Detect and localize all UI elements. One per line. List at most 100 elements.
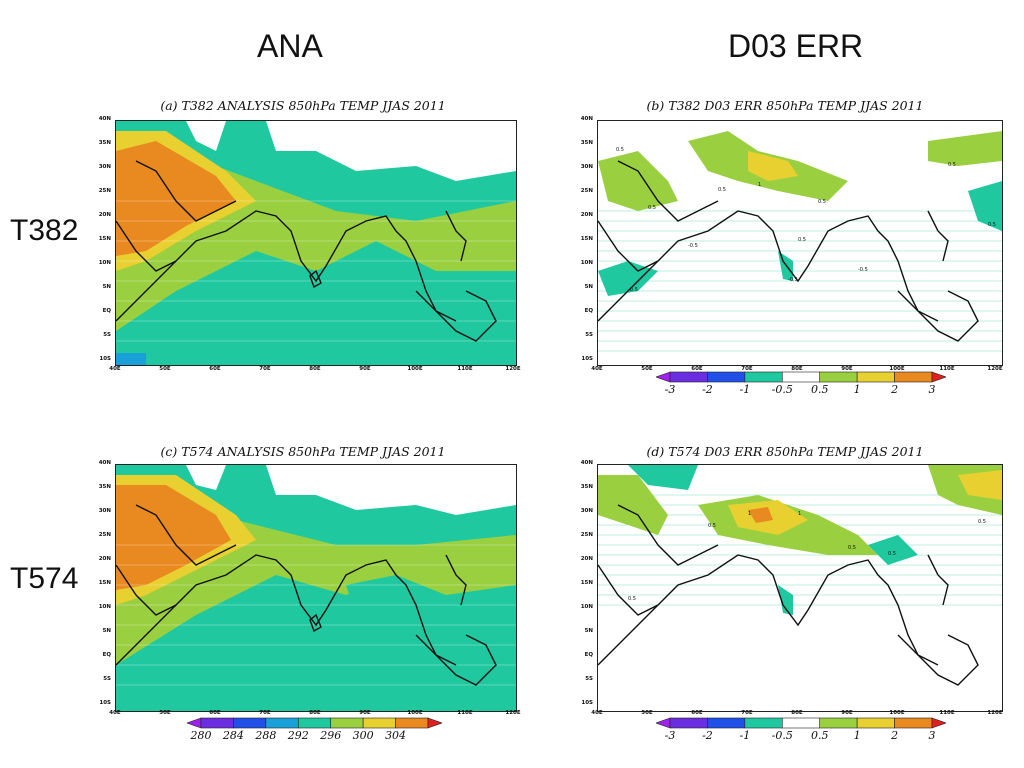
colorbar-segment	[265, 717, 299, 729]
xtick-label: 70E	[741, 710, 753, 716]
ytick-label: 25N	[580, 188, 593, 194]
contour-label: 0.5	[988, 222, 996, 228]
colorbar-arrow-low	[656, 371, 671, 383]
contour-label: 0.5	[648, 205, 656, 211]
colorbar-label: 2	[891, 383, 899, 396]
ytick-label: 10S	[581, 356, 593, 362]
colorbar-label: 1	[853, 383, 861, 396]
ytick-label: 25N	[580, 532, 593, 538]
xtick-label: 110E	[457, 710, 473, 716]
xtick-label: 100E	[407, 710, 423, 716]
xtick-label: 60E	[691, 710, 703, 716]
ytick-label: 5N	[102, 628, 111, 634]
xtick-label: 40E	[591, 710, 603, 716]
map-c	[115, 464, 517, 712]
colorbar-label: -3	[664, 383, 676, 396]
colorbar-segment	[744, 717, 783, 729]
colorbar-label: 0.5	[810, 383, 829, 396]
xtick-label: 70E	[259, 366, 271, 372]
ytick-label: 30N	[98, 508, 111, 514]
contour-label: 0.5	[616, 147, 624, 153]
ytick-label: EQ	[102, 652, 111, 658]
ytick-label: 40N	[98, 460, 111, 466]
ytick-label: 35N	[580, 140, 593, 146]
colorbar-segment	[819, 717, 858, 729]
xtick-label: 90E	[359, 366, 371, 372]
ytick-label: 10S	[581, 700, 593, 706]
colorbar-label: -0.5	[771, 383, 793, 396]
xtick-label: 110E	[939, 710, 955, 716]
xtick-label: 110E	[939, 366, 955, 372]
map-b-field: 0.5 0.5 0.5 1 0.5 -0.5 -0.5 -0.5 0.5 0.5 -0.5 0.5	[598, 121, 1002, 365]
contour-label: 0.5	[888, 551, 896, 557]
map-a	[115, 120, 517, 366]
xtick-label: 110E	[457, 366, 473, 372]
row-header-t382: T382	[10, 214, 79, 247]
xtick-label: 100E	[407, 366, 423, 372]
contour-label: 0.5	[818, 199, 826, 205]
xtick-label: 100E	[889, 366, 905, 372]
ytick-label: 40N	[580, 116, 593, 122]
colorbar-label: -1	[739, 383, 751, 396]
contour-label: 0.5	[948, 162, 956, 168]
colorbar-segment	[744, 371, 783, 383]
xtick-label: 70E	[259, 710, 271, 716]
ytick-label: EQ	[584, 652, 593, 658]
panel-c: (c) T574 ANALYSIS 850hPa TEMP JJAS 2011	[93, 444, 521, 744]
ytick-label: 15N	[580, 580, 593, 586]
colorbar-arrow-low	[656, 717, 671, 729]
ytick-label: 10N	[580, 260, 593, 266]
colorbar-segment	[856, 371, 895, 383]
contour-label: 0.5	[708, 523, 716, 529]
column-header-ana: ANA	[257, 28, 323, 64]
colorbar-segment	[669, 371, 708, 383]
colorbar-segment	[819, 371, 858, 383]
xtick-label: 80E	[791, 366, 803, 372]
colorbar-label: -2	[702, 729, 713, 742]
xtick-label: 80E	[791, 710, 803, 716]
colorbar-label: 300	[352, 729, 374, 742]
colorbar-label: -2	[702, 383, 713, 396]
ytick-label: 5N	[584, 284, 593, 290]
ytick-label: 40N	[98, 116, 111, 122]
panel-d: (d) T574 D03 ERR 850hPa TEMP JJAS 2011	[575, 444, 1003, 744]
contour-label: 0.5	[848, 545, 856, 551]
contour-label: -0.5	[788, 277, 798, 283]
ytick-label: 30N	[580, 164, 593, 170]
xtick-label: 120E	[505, 710, 521, 716]
colorbar-label: 284	[222, 729, 244, 742]
xtick-label: 40E	[109, 366, 121, 372]
colorbar-label: 292	[287, 729, 309, 742]
xtick-label: 90E	[359, 710, 371, 716]
ytick-label: 10S	[99, 700, 111, 706]
xtick-label: 90E	[841, 710, 853, 716]
colorbar-label: 280	[190, 729, 212, 742]
map-c-field	[116, 465, 516, 711]
colorbar-segment	[707, 717, 746, 729]
contour-label: 1	[748, 511, 751, 517]
xtick-label: 100E	[889, 710, 905, 716]
column-header-d03-err: D03 ERR	[728, 28, 864, 64]
ytick-label: 10N	[98, 604, 111, 610]
xtick-label: 80E	[309, 366, 321, 372]
map-b: 0.5 0.5 0.5 1 0.5 -0.5 -0.5 -0.5 0.5 0.5 -0.5 0.5	[597, 120, 1003, 366]
colorbar-error-bottom	[656, 717, 946, 729]
ytick-label: 5S	[103, 676, 111, 682]
colorbar-arrow-low	[187, 717, 202, 729]
colorbar-label: 2	[891, 729, 899, 742]
panel-a-title: (a) T382 ANALYSIS 850hPa TEMP JJAS 2011	[160, 98, 446, 113]
ytick-label: 15N	[98, 236, 111, 242]
xtick-label: 50E	[641, 710, 653, 716]
colorbar-label: 304	[385, 729, 407, 742]
contour-label: -0.5	[858, 267, 868, 273]
ytick-label: 25N	[98, 188, 111, 194]
contour-label: 0.5	[628, 596, 636, 602]
xtick-label: 80E	[309, 710, 321, 716]
map-a-field	[116, 121, 516, 365]
xtick-label: 120E	[987, 710, 1003, 716]
panel-b-title: (b) T382 D03 ERR 850hPa TEMP JJAS 2011	[646, 98, 924, 113]
panel-c-title: (c) T574 ANALYSIS 850hPa TEMP JJAS 2011	[160, 444, 446, 459]
colorbar-segment	[330, 717, 364, 729]
ytick-label: EQ	[584, 308, 593, 314]
ytick-label: 10N	[98, 260, 111, 266]
